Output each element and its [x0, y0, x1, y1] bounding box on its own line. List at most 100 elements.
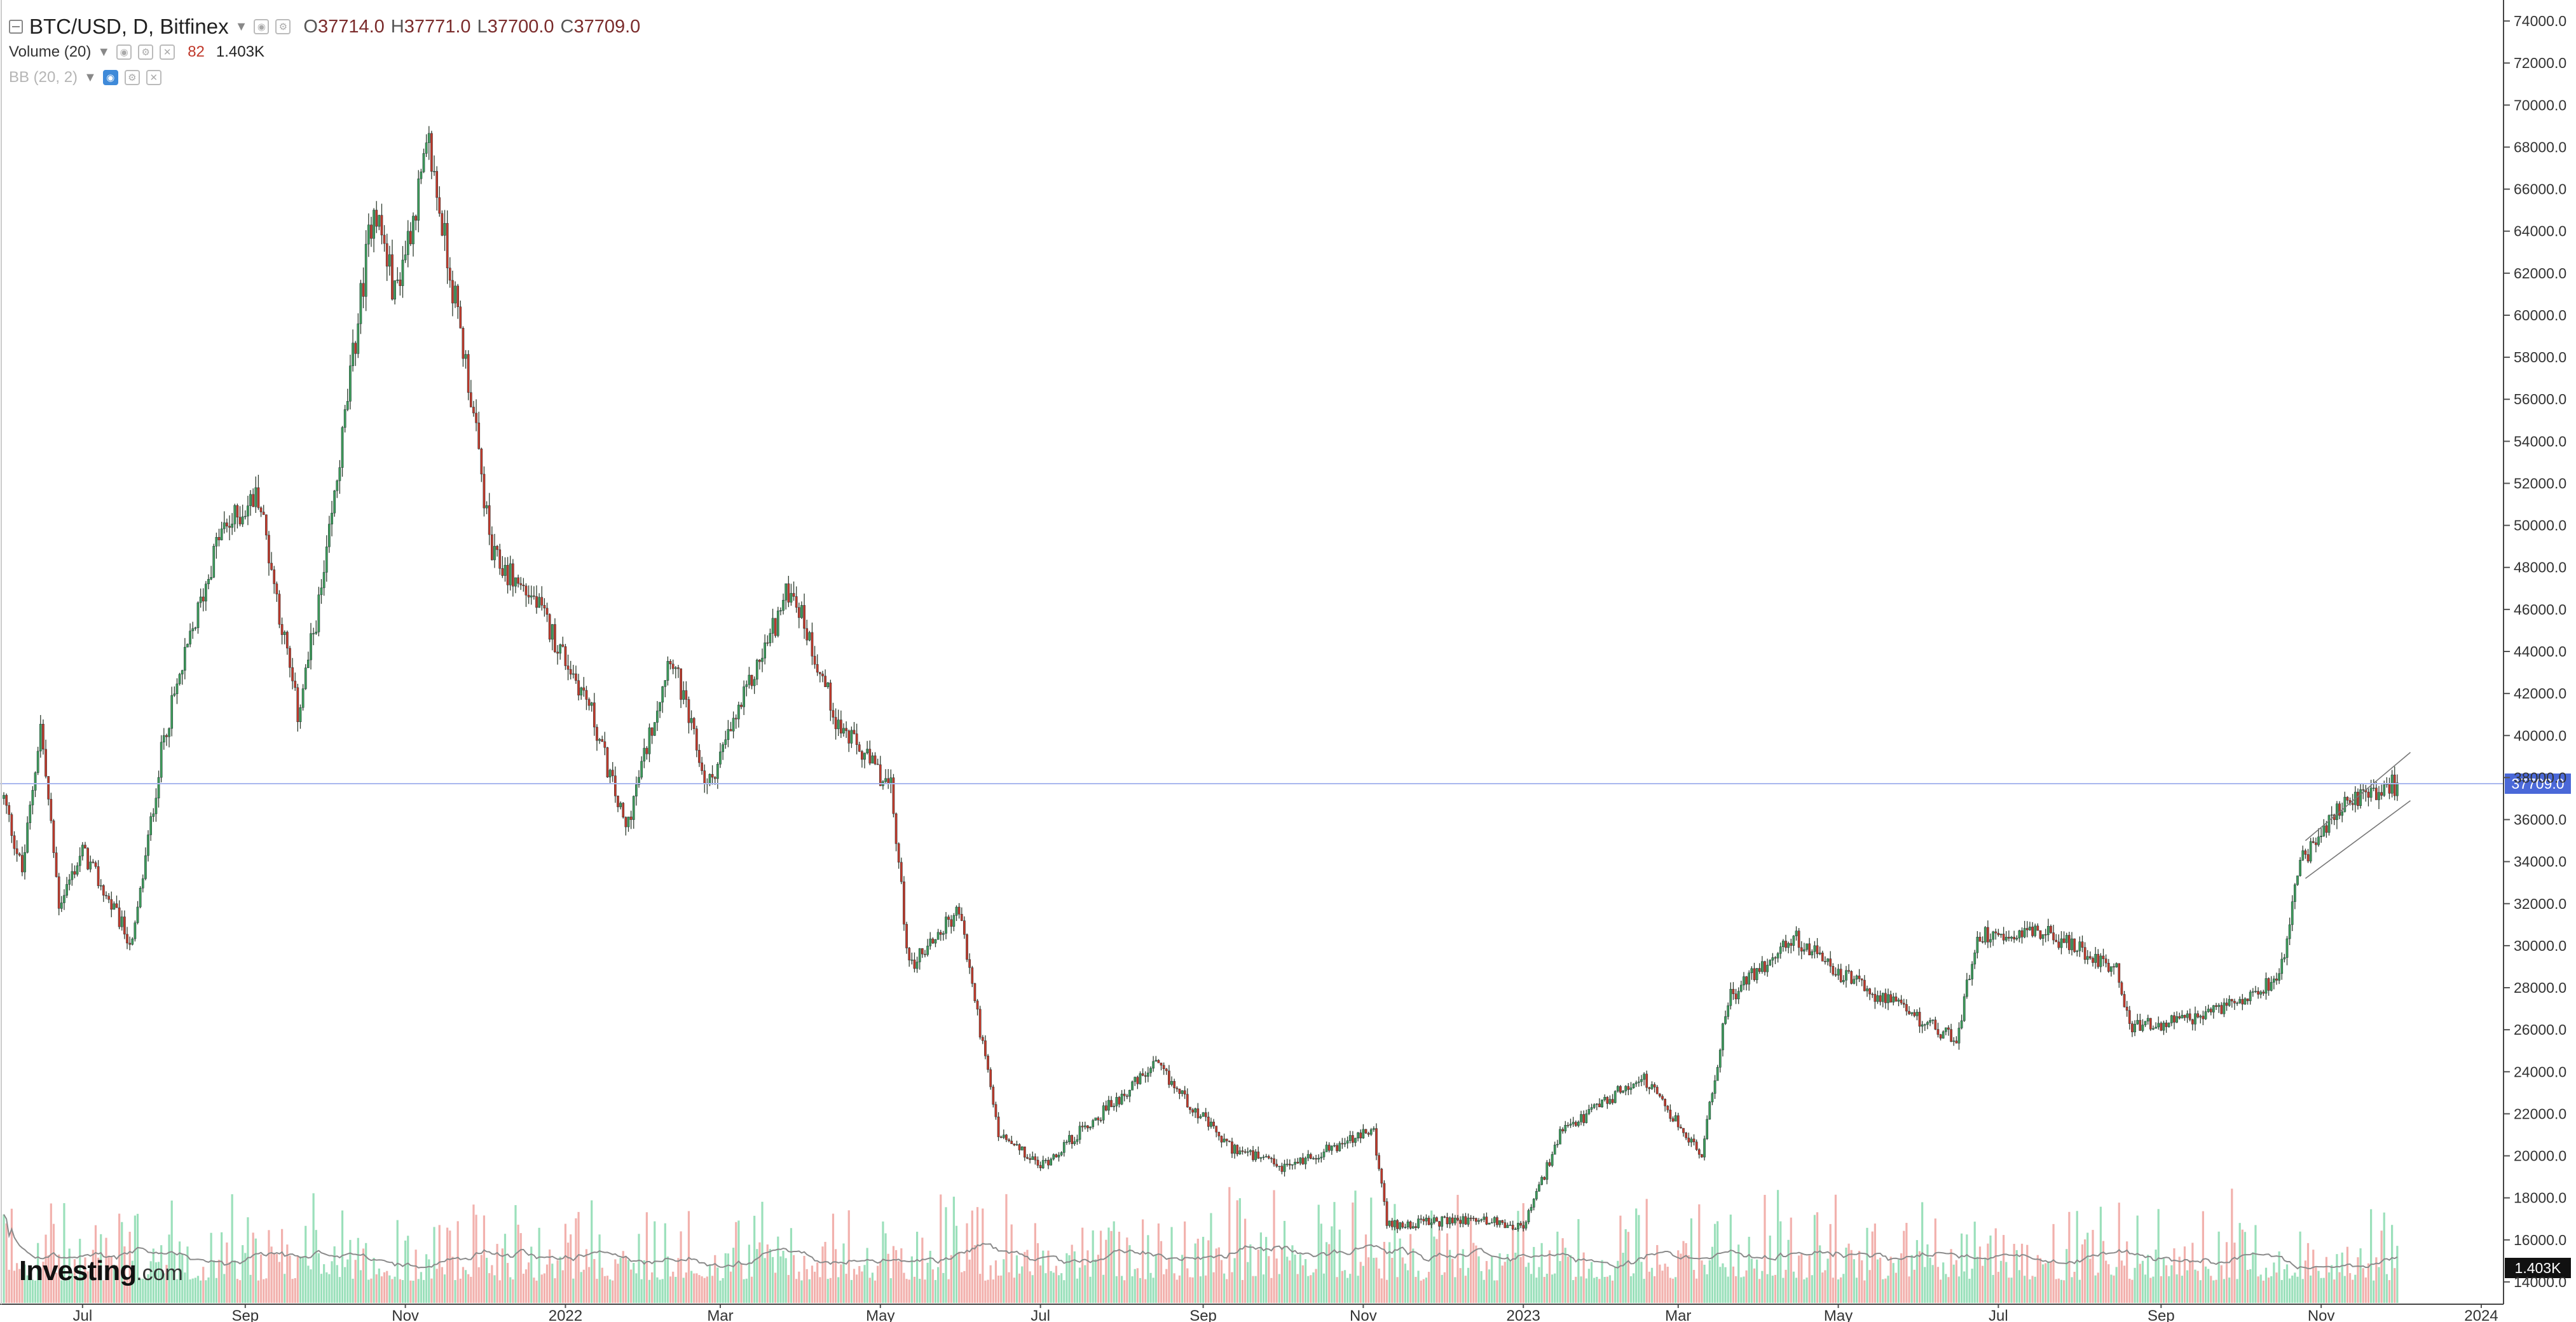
volume-bar — [947, 1279, 950, 1303]
candle-body — [247, 505, 249, 517]
volume-bar — [2301, 1279, 2304, 1303]
volume-bar — [2220, 1265, 2223, 1303]
candle — [1548, 1159, 1551, 1168]
candle-body — [1498, 1220, 1501, 1225]
bb-label[interactable]: BB (20, 2) — [9, 69, 78, 86]
volume-bar — [2223, 1279, 2226, 1303]
candle — [1724, 1011, 1727, 1025]
candle-body — [1506, 1225, 1509, 1229]
volume-bar — [1978, 1246, 1982, 1303]
volume-bar — [1299, 1254, 1301, 1303]
close-icon[interactable]: ✕ — [146, 70, 161, 85]
volume-bar — [2052, 1223, 2055, 1303]
volume-bar — [1624, 1229, 1627, 1303]
volume-bar — [666, 1256, 669, 1303]
candle-body — [10, 814, 13, 836]
volume-bar — [1903, 1230, 1905, 1303]
volume-bar — [1268, 1256, 1270, 1303]
gear-icon[interactable]: ⚙ — [138, 44, 154, 60]
volume-bar — [1782, 1278, 1785, 1303]
candle-body — [2078, 941, 2081, 951]
candle-body — [1818, 952, 1821, 955]
chevron-down-icon[interactable]: ▼ — [84, 71, 97, 85]
candle-body — [561, 644, 565, 647]
candle — [766, 635, 769, 646]
candle — [1415, 1223, 1417, 1231]
candle-body — [1860, 978, 1863, 981]
candle-body — [81, 845, 84, 857]
channel-upper-line — [2305, 752, 2411, 842]
volume-bar — [2294, 1272, 2296, 1303]
candle-body — [1280, 1166, 1284, 1172]
gear-icon[interactable]: ⚙ — [124, 70, 140, 85]
volume-bar — [1577, 1219, 1580, 1303]
trend-channel[interactable] — [2305, 752, 2411, 879]
candle — [834, 708, 837, 740]
volume-bar — [299, 1256, 302, 1303]
volume-bar — [1729, 1215, 1732, 1303]
volume-bar — [475, 1215, 477, 1303]
volume-bar — [795, 1279, 798, 1303]
volume-bar — [173, 1253, 175, 1303]
candle-body — [575, 673, 577, 681]
volume-label[interactable]: Volume (20) — [9, 43, 92, 60]
candle-body — [643, 747, 646, 762]
volume-bar — [2367, 1263, 2370, 1303]
candle — [824, 669, 826, 687]
volume-bar — [2306, 1243, 2310, 1303]
candle-body — [1071, 1135, 1074, 1144]
candle — [1267, 1154, 1270, 1160]
candle-body — [1750, 968, 1753, 973]
candle-body — [18, 854, 21, 855]
eye-icon[interactable]: ◉ — [102, 70, 118, 85]
candle-body — [1252, 1150, 1254, 1161]
candle — [952, 913, 956, 932]
candle — [1194, 1107, 1197, 1118]
volume-bar — [1207, 1240, 1210, 1303]
candle — [2113, 963, 2115, 975]
candle — [1666, 1105, 1669, 1113]
symbol-label[interactable]: BTC/USD, D, Bitfinex — [29, 15, 229, 38]
candle-body — [2278, 973, 2280, 981]
chevron-down-icon[interactable]: ▼ — [97, 45, 111, 59]
volume-bar — [121, 1222, 123, 1303]
volume-bar — [425, 1254, 428, 1303]
candle-body — [1422, 1218, 1425, 1222]
candle — [2055, 934, 2058, 943]
candle — [2170, 1014, 2173, 1026]
candle-body — [2134, 1024, 2136, 1033]
volume-bar — [659, 1279, 661, 1303]
volume-bar — [1181, 1255, 1184, 1303]
candle — [874, 752, 877, 765]
volume-bar — [1874, 1223, 1876, 1303]
gear-icon[interactable]: ⚙ — [275, 19, 291, 34]
candle — [724, 730, 727, 749]
candle-body — [915, 962, 919, 969]
eye-icon[interactable]: ◉ — [116, 44, 132, 60]
candle — [1792, 935, 1795, 951]
candle-body — [1231, 1141, 1233, 1154]
candle-body — [1769, 960, 1772, 965]
collapse-icon[interactable] — [9, 20, 23, 34]
candle — [1128, 1089, 1131, 1103]
volume-bar — [782, 1250, 784, 1303]
candle-body — [1792, 936, 1795, 946]
volume-bar — [1643, 1279, 1645, 1303]
volume-bar — [1217, 1247, 1220, 1303]
candle-body — [1842, 980, 1845, 983]
candle-body — [2094, 953, 2097, 963]
candle-body — [716, 764, 719, 779]
eye-icon[interactable]: ◉ — [254, 19, 270, 34]
candle-body — [1853, 979, 1856, 984]
candle — [406, 220, 409, 268]
volume-bar — [2315, 1267, 2317, 1303]
candle — [1068, 1130, 1071, 1145]
close-icon[interactable]: ✕ — [160, 44, 175, 60]
candle — [207, 574, 210, 590]
candle — [2183, 1014, 2186, 1021]
chevron-down-icon[interactable]: ▼ — [235, 20, 248, 34]
candle — [394, 280, 396, 304]
candle-body — [1380, 1168, 1383, 1184]
